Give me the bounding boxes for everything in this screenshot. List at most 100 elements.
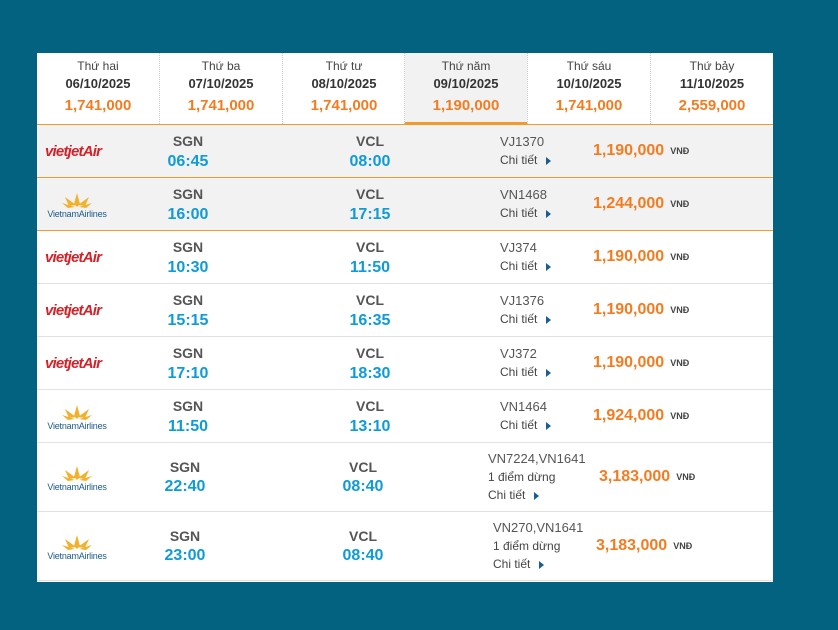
departure-time: 17:10 bbox=[167, 365, 209, 382]
caret-right-icon bbox=[534, 491, 540, 500]
arrival-time: 16:35 bbox=[349, 312, 391, 329]
currency: VNĐ bbox=[670, 199, 690, 209]
departure-time: 15:15 bbox=[167, 312, 209, 329]
detail-label: Chi tiết bbox=[500, 312, 538, 326]
currency: VNĐ bbox=[670, 358, 690, 368]
divider bbox=[527, 53, 528, 124]
departure-airport: SGN bbox=[169, 528, 201, 544]
detail-link[interactable]: Chi tiết bbox=[500, 312, 552, 326]
price-value: 1,190,000 bbox=[593, 248, 665, 265]
flight-row[interactable]: vietjetAir SGN 17:10 VCL 18:30 VJ372 Chi tiết 1… bbox=[37, 337, 773, 390]
price[interactable]: 1,190,000 VNĐ bbox=[593, 301, 689, 319]
departure-airport: SGN bbox=[169, 459, 201, 475]
price[interactable]: 1,190,000 VNĐ bbox=[593, 142, 689, 160]
day-tab[interactable]: Thứ tư 08/10/2025 1,741,000 bbox=[283, 53, 405, 124]
flight-number: VN1464 bbox=[500, 399, 547, 414]
vietjet-air-logo: vietjetAir bbox=[45, 301, 107, 319]
price-value: 3,183,000 bbox=[599, 468, 671, 485]
stops-info: 1 điểm dừng bbox=[488, 470, 556, 484]
departure-time: 16:00 bbox=[167, 206, 209, 223]
flight-number: VJ374 bbox=[500, 240, 537, 255]
day-tab[interactable]: Thứ sáu 10/10/2025 1,741,000 bbox=[528, 53, 650, 124]
arrival-airport: VCL bbox=[356, 398, 384, 414]
currency: VNĐ bbox=[676, 472, 696, 482]
caret-right-icon bbox=[546, 368, 552, 377]
detail-link[interactable]: Chi tiết bbox=[493, 557, 545, 571]
departure-airport: SGN bbox=[172, 186, 204, 202]
svg-text:vietjetAir: vietjetAir bbox=[45, 355, 103, 372]
flight-row[interactable]: VietnamAirlines SGN 23:00 VCL 08:40 VN270,VN1… bbox=[37, 512, 773, 581]
caret-right-icon bbox=[546, 156, 552, 165]
departure-time: 23:00 bbox=[164, 547, 206, 564]
vietjet-air-logo: vietjetAir bbox=[45, 142, 107, 160]
detail-link[interactable]: Chi tiết bbox=[500, 365, 552, 379]
departure-airport: SGN bbox=[172, 239, 204, 255]
arrival-airport: VCL bbox=[356, 133, 384, 149]
detail-link[interactable]: Chi tiết bbox=[500, 259, 552, 273]
arrival-airport: VCL bbox=[349, 459, 377, 475]
flight-row[interactable]: vietjetAir SGN 06:45 VCL 08:00 VJ1370 Chi tiết… bbox=[37, 125, 773, 178]
detail-link[interactable]: Chi tiết bbox=[500, 418, 552, 432]
detail-link[interactable]: Chi tiết bbox=[500, 153, 552, 167]
flight-number: VJ372 bbox=[500, 346, 537, 361]
day-tab[interactable]: Thứ ba 07/10/2025 1,741,000 bbox=[160, 53, 282, 124]
arrival-time: 17:15 bbox=[349, 206, 391, 223]
day-date: 06/10/2025 bbox=[65, 76, 131, 91]
arrival-airport: VCL bbox=[349, 528, 377, 544]
currency: VNĐ bbox=[670, 305, 690, 315]
day-name: Thứ sáu bbox=[566, 59, 612, 73]
divider bbox=[650, 53, 651, 124]
divider bbox=[282, 53, 283, 124]
day-date: 11/10/2025 bbox=[679, 76, 745, 91]
price[interactable]: 3,183,000 VNĐ bbox=[599, 468, 695, 486]
departure-time: 06:45 bbox=[167, 153, 209, 170]
day-tab[interactable]: Thứ bảy 11/10/2025 2,559,000 bbox=[651, 53, 773, 124]
flight-row[interactable]: vietjetAir SGN 15:15 VCL 16:35 VJ1376 Chi tiết… bbox=[37, 284, 773, 337]
vietnam-airlines-logo: VietnamAirlines bbox=[43, 533, 111, 561]
price[interactable]: 1,190,000 VNĐ bbox=[593, 248, 689, 266]
svg-text:vietjetAir: vietjetAir bbox=[45, 302, 103, 319]
detail-label: Chi tiết bbox=[500, 259, 538, 273]
stops-info: 1 điểm dừng bbox=[493, 539, 561, 553]
price[interactable]: 1,244,000 VNĐ bbox=[593, 195, 689, 213]
detail-label: Chi tiết bbox=[488, 488, 526, 502]
caret-right-icon bbox=[546, 209, 552, 218]
day-price: 1,190,000 bbox=[432, 97, 500, 114]
flight-number: VN7224,VN1641 bbox=[488, 451, 586, 466]
day-price: 1,741,000 bbox=[555, 97, 623, 114]
flight-row[interactable]: VietnamAirlines SGN 22:40 VCL 08:40 VN7224,VN… bbox=[37, 443, 773, 512]
price-value: 1,190,000 bbox=[593, 354, 665, 371]
flight-results-panel: Thứ hai 06/10/2025 1,741,000 Thứ ba 07/1… bbox=[37, 53, 773, 582]
vietnam-airlines-logo: VietnamAirlines bbox=[43, 403, 111, 431]
flight-row[interactable]: VietnamAirlines SGN 16:00 VCL 17:15 VN1468 Chi… bbox=[37, 178, 773, 231]
price-value: 1,190,000 bbox=[593, 301, 665, 318]
active-day-indicator bbox=[405, 122, 527, 125]
detail-link[interactable]: Chi tiết bbox=[488, 488, 540, 502]
arrival-airport: VCL bbox=[356, 345, 384, 361]
price[interactable]: 1,190,000 VNĐ bbox=[593, 354, 689, 372]
flight-number: VJ1376 bbox=[500, 293, 545, 308]
detail-label: Chi tiết bbox=[500, 365, 538, 379]
price[interactable]: 3,183,000 VNĐ bbox=[596, 537, 692, 555]
arrival-airport: VCL bbox=[356, 292, 384, 308]
arrival-time: 18:30 bbox=[349, 365, 391, 382]
day-tab[interactable]: Thứ hai 06/10/2025 1,741,000 bbox=[37, 53, 159, 124]
departure-time: 11:50 bbox=[167, 418, 209, 435]
day-name: Thứ ba bbox=[201, 59, 241, 73]
detail-link[interactable]: Chi tiết bbox=[500, 206, 552, 220]
day-name: Thứ tư bbox=[325, 59, 363, 73]
departure-airport: SGN bbox=[172, 292, 204, 308]
flight-row[interactable]: vietjetAir SGN 10:30 VCL 11:50 VJ374 Chi tiết 1… bbox=[37, 231, 773, 284]
day-tab-active[interactable]: Thứ năm 09/10/2025 1,190,000 bbox=[405, 53, 527, 124]
currency: VNĐ bbox=[670, 252, 690, 262]
flight-number: VN270,VN1641 bbox=[493, 520, 584, 535]
day-name: Thứ năm bbox=[441, 59, 491, 73]
caret-right-icon bbox=[546, 315, 552, 324]
price-value: 3,183,000 bbox=[596, 537, 668, 554]
day-date: 08/10/2025 bbox=[311, 76, 377, 91]
vietjet-air-logo: vietjetAir bbox=[45, 354, 107, 372]
svg-text:vietjetAir: vietjetAir bbox=[45, 143, 103, 160]
price[interactable]: 1,924,000 VNĐ bbox=[593, 407, 689, 425]
flight-row[interactable]: VietnamAirlines SGN 11:50 VCL 13:10 VN1464 Chi… bbox=[37, 390, 773, 443]
arrival-time: 08:40 bbox=[342, 478, 384, 495]
